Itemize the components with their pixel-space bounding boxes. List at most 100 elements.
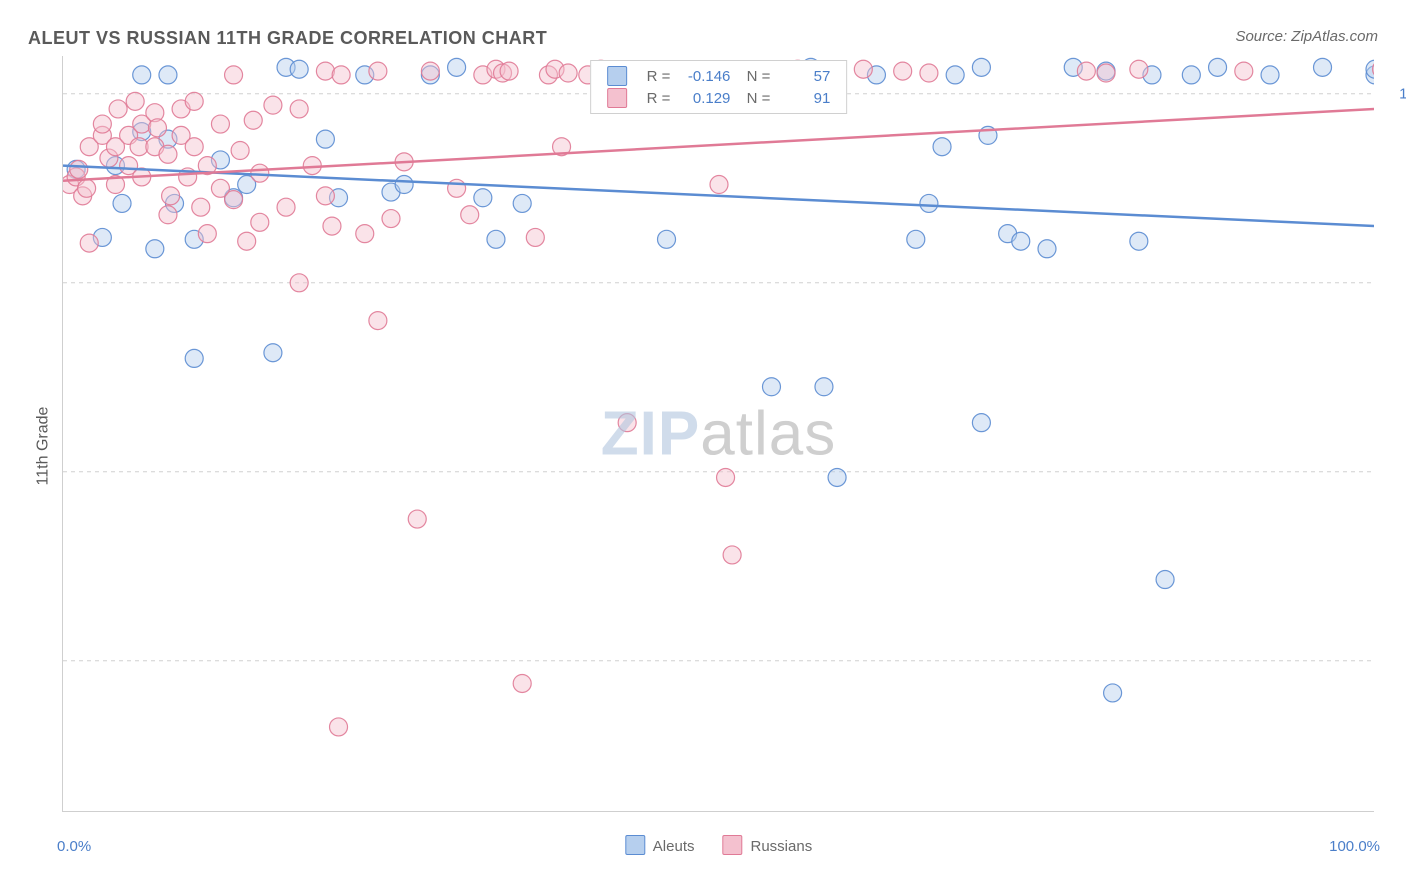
- aleuts-point: [907, 230, 925, 248]
- category-legend: AleutsRussians: [625, 835, 812, 855]
- russians-point: [264, 96, 282, 114]
- russians-point: [93, 115, 111, 133]
- aleuts-point: [762, 378, 780, 396]
- y-tick-label: 90.0%: [1386, 274, 1406, 291]
- russians-point: [225, 191, 243, 209]
- aleuts-point: [290, 60, 308, 78]
- russians-point: [198, 225, 216, 243]
- russians-point: [244, 111, 262, 129]
- russians-point: [526, 228, 544, 246]
- aleuts-point: [133, 66, 151, 84]
- russians-point: [185, 92, 203, 110]
- aleuts-point: [316, 130, 334, 148]
- y-tick-label: 100.0%: [1386, 85, 1406, 102]
- russians-point: [1235, 62, 1253, 80]
- aleuts-point: [1012, 232, 1030, 250]
- russians-point: [369, 312, 387, 330]
- russians-point: [323, 217, 341, 235]
- stats-swatch: [607, 66, 627, 86]
- chart-plot-area: ZIPatlas R =-0.146 N =57R =0.129 N =91 7…: [62, 56, 1374, 812]
- russians-point: [461, 206, 479, 224]
- aleuts-point: [828, 468, 846, 486]
- russians-point: [290, 100, 308, 118]
- russians-point: [70, 160, 88, 178]
- aleuts-point: [972, 58, 990, 76]
- r-value: 0.129: [682, 90, 730, 107]
- russians-point: [717, 468, 735, 486]
- russians-point: [192, 198, 210, 216]
- russians-point: [185, 138, 203, 156]
- russians-point: [421, 62, 439, 80]
- aleuts-point: [1182, 66, 1200, 84]
- russians-point: [332, 66, 350, 84]
- aleuts-point: [185, 349, 203, 367]
- russians-point: [356, 225, 374, 243]
- russians-point: [559, 64, 577, 82]
- russians-point: [1130, 60, 1148, 78]
- chart-title: ALEUT VS RUSSIAN 11TH GRADE CORRELATION …: [28, 28, 1378, 49]
- russians-point: [448, 179, 466, 197]
- russians-point: [148, 119, 166, 137]
- aleuts-point: [487, 230, 505, 248]
- stats-row-russians: R =0.129 N =91: [601, 87, 837, 109]
- aleuts-point: [1314, 58, 1332, 76]
- aleuts-point: [1209, 58, 1227, 76]
- russians-point: [330, 718, 348, 736]
- aleuts-point: [920, 194, 938, 212]
- y-axis-label: 11th Grade: [34, 407, 52, 486]
- x-axis-min-label: 0.0%: [57, 838, 91, 855]
- stats-row-aleuts: R =-0.146 N =57: [601, 65, 837, 87]
- correlation-stats-legend: R =-0.146 N =57R =0.129 N =91: [590, 60, 848, 114]
- russians-point: [854, 60, 872, 78]
- russians-point: [723, 546, 741, 564]
- aleuts-point: [159, 66, 177, 84]
- russians-point: [1097, 64, 1115, 82]
- legend-swatch: [625, 835, 645, 855]
- legend-item-russians: Russians: [723, 835, 813, 855]
- russians-point: [316, 187, 334, 205]
- russians-point: [126, 92, 144, 110]
- source-attribution: Source: ZipAtlas.com: [1235, 28, 1378, 45]
- aleuts-point: [1104, 684, 1122, 702]
- y-tick-label: 70.0%: [1386, 652, 1406, 669]
- aleuts-point: [1038, 240, 1056, 258]
- aleuts-point: [113, 194, 131, 212]
- russians-point: [290, 274, 308, 292]
- aleuts-point: [815, 378, 833, 396]
- aleuts-point: [1130, 232, 1148, 250]
- aleuts-point: [448, 58, 466, 76]
- russians-point: [1077, 62, 1095, 80]
- stats-swatch: [607, 88, 627, 108]
- russians-point: [159, 206, 177, 224]
- russians-point: [500, 62, 518, 80]
- aleuts-point: [513, 194, 531, 212]
- n-value: 57: [782, 68, 830, 85]
- russians-point: [211, 115, 229, 133]
- russians-point: [238, 232, 256, 250]
- russians-point: [225, 66, 243, 84]
- russians-point: [408, 510, 426, 528]
- scatter-svg: [63, 56, 1374, 811]
- russians-point: [231, 142, 249, 160]
- russians-point: [109, 100, 127, 118]
- russians-point: [277, 198, 295, 216]
- russians-point: [513, 674, 531, 692]
- aleuts-point: [933, 138, 951, 156]
- russians-point: [162, 187, 180, 205]
- russians-point: [159, 145, 177, 163]
- russians-point: [894, 62, 912, 80]
- aleuts-point: [946, 66, 964, 84]
- aleuts-point: [474, 189, 492, 207]
- aleuts-point: [395, 176, 413, 194]
- russians-point: [80, 234, 98, 252]
- aleuts-point: [1156, 571, 1174, 589]
- aleuts-point: [264, 344, 282, 362]
- y-tick-label: 80.0%: [1386, 463, 1406, 480]
- russians-point: [251, 213, 269, 231]
- aleuts-point: [972, 414, 990, 432]
- x-axis-max-label: 100.0%: [1329, 838, 1380, 855]
- aleuts-point: [146, 240, 164, 258]
- r-value: -0.146: [682, 68, 730, 85]
- russians-point: [710, 176, 728, 194]
- russians-point: [618, 414, 636, 432]
